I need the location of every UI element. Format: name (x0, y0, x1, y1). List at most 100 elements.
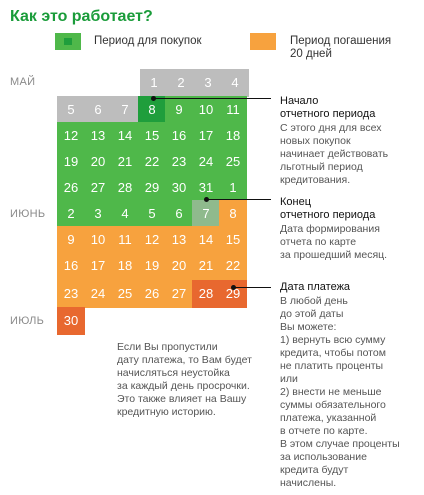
payment-annotation-line: В этом случае проценты (280, 438, 400, 450)
start-annotation-line: льготный период (280, 161, 363, 173)
start-annotation-line: С этого дня для всех (280, 122, 382, 134)
day-cell: 16 (165, 122, 193, 150)
day-cell: 3 (84, 200, 112, 228)
day-cell: 5 (138, 200, 166, 228)
day-cell: 26 (138, 280, 166, 308)
day-cell: 28 (111, 174, 139, 202)
day-cell: 18 (219, 122, 247, 150)
payment-annotation-line: или (280, 373, 298, 385)
day-cell: 2 (57, 200, 85, 228)
legend-purchase-period: Период для покупок (94, 35, 202, 47)
legend-green-swatch (55, 33, 81, 50)
day-cell: 14 (111, 122, 139, 150)
day-cell: 13 (165, 226, 193, 254)
legend-orange-marker (259, 38, 267, 45)
month-june: ИЮНЬ (10, 208, 46, 220)
day-cell: 12 (57, 122, 85, 150)
day-cell: 15 (219, 226, 247, 254)
day-cell: 6 (165, 200, 193, 228)
payment-annotation-line: 2) внести не меньше (280, 386, 382, 398)
payment-annotation-line: не платить проценты (280, 360, 384, 372)
day-cell: 9 (165, 96, 193, 124)
penalty-annotation-line: дату платежа, то Вам будет (117, 354, 252, 366)
day-cell: 19 (138, 252, 166, 280)
day-cell: 6 (84, 96, 112, 124)
start-annotation-line: новых покупок (280, 135, 351, 147)
payment-annotation-line: до этой даты (280, 308, 344, 320)
day-cell: 8 (219, 200, 247, 228)
day-cell: 10 (84, 226, 112, 254)
day-cell-payment-date: 28 (192, 280, 220, 308)
leader-line-payment (233, 287, 271, 288)
day-cell-payment-date-2: 29 (219, 280, 247, 308)
day-cell: 23 (165, 148, 193, 176)
legend-green-marker (64, 38, 72, 45)
day-cell: 20 (84, 148, 112, 176)
day-cell: 12 (138, 226, 166, 254)
end-annotation-title: Конец (280, 196, 312, 208)
day-cell: 27 (84, 174, 112, 202)
day-cell: 20 (165, 252, 193, 280)
day-cell: 24 (192, 148, 220, 176)
payment-annotation-line: платежа, указанной (280, 412, 377, 424)
day-cell: 3 (194, 69, 222, 97)
day-cell: 5 (57, 96, 85, 124)
day-cell: 7 (111, 96, 139, 124)
day-cell: 18 (111, 252, 139, 280)
leader-dot-payment (231, 285, 236, 290)
day-cell: 19 (57, 148, 85, 176)
leader-dot-start (151, 96, 156, 101)
day-cell: 9 (57, 226, 85, 254)
day-cell: 2 (167, 69, 195, 97)
penalty-annotation-line: Это также влияет на Вашу (117, 393, 247, 405)
penalty-annotation-line: Если Вы пропустили (117, 341, 218, 353)
day-cell: 29 (138, 174, 166, 202)
day-cell: 10 (192, 96, 220, 124)
legend-repayment-period: Период погашения (290, 35, 392, 47)
start-annotation-line: кредитования. (280, 174, 351, 186)
penalty-annotation-line: начисляться неустойка (117, 367, 230, 379)
day-cell: 22 (138, 148, 166, 176)
payment-annotation-title: Дата платежа (280, 281, 351, 293)
day-cell: 27 (165, 280, 193, 308)
month-july: ИЮЛЬ (10, 315, 45, 327)
day-cell: 17 (192, 122, 220, 150)
payment-annotation-line: за использование (280, 451, 367, 463)
end-annotation-title-2: отчетного периода (280, 209, 376, 221)
payment-annotation-line: начислены. (280, 477, 337, 489)
payment-annotation-line: в отчете по карте. (280, 425, 368, 437)
day-cell-overdue: 30 (57, 307, 85, 335)
day-cell: 17 (84, 252, 112, 280)
day-cell: 21 (192, 252, 220, 280)
day-cell: 1 (219, 174, 247, 202)
day-cell: 4 (221, 69, 249, 97)
day-cell: 16 (57, 252, 85, 280)
start-annotation-title-2: отчетного периода (280, 108, 376, 120)
day-cell: 15 (138, 122, 166, 150)
penalty-annotation-line: за каждый день просрочки. (117, 380, 250, 392)
legend-repayment-days: 20 дней (290, 48, 332, 60)
payment-annotation-line: Вы можете: (280, 321, 337, 333)
day-cell: 4 (111, 200, 139, 228)
day-cell: 21 (111, 148, 139, 176)
page-title: Как это работает? (10, 8, 153, 25)
legend-orange-swatch (250, 33, 276, 50)
leader-line-start (153, 98, 271, 99)
day-cell: 23 (57, 280, 85, 308)
day-cell: 13 (84, 122, 112, 150)
day-cell: 26 (57, 174, 85, 202)
payment-annotation-line: кредита будут (280, 464, 349, 476)
day-cell: 25 (219, 148, 247, 176)
day-cell: 14 (192, 226, 220, 254)
day-cell: 11 (111, 226, 139, 254)
penalty-annotation-line: кредитную историю. (117, 406, 216, 418)
start-annotation-line: начинает действовать (280, 148, 389, 160)
day-cell: 24 (84, 280, 112, 308)
payment-annotation-line: суммы обязательного (280, 399, 386, 411)
leader-line-end (206, 199, 271, 200)
end-annotation-line: за прошедший месяц. (280, 249, 388, 261)
payment-annotation-line: 1) вернуть всю сумму (280, 334, 386, 346)
start-annotation-title: Начало (280, 95, 319, 107)
day-cell: 25 (111, 280, 139, 308)
payment-annotation-line: В любой день (280, 295, 348, 307)
